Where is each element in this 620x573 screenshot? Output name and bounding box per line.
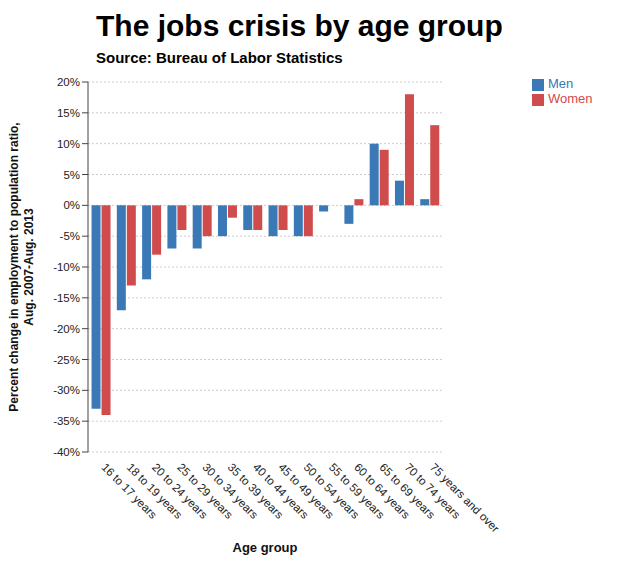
svg-text:20%: 20% — [57, 76, 80, 88]
svg-text:45 to 49 years: 45 to 49 years — [276, 460, 337, 521]
svg-text:-15%: -15% — [53, 292, 80, 304]
svg-text:40 to 44 years: 40 to 44 years — [250, 460, 311, 521]
svg-text:50 to 54 years: 50 to 54 years — [301, 460, 362, 521]
svg-text:-10%: -10% — [53, 261, 80, 273]
svg-text:-20%: -20% — [53, 323, 80, 335]
svg-text:10%: 10% — [57, 138, 80, 150]
svg-text:30 to 34 years: 30 to 34 years — [200, 460, 261, 521]
html-text:The jobs crisis by age group: The jobs crisis by age group — [96, 9, 503, 42]
svg-text:0%: 0% — [63, 199, 80, 211]
svg-text:5%: 5% — [63, 169, 80, 181]
html-text:Source: Bureau of Labor Statis: Source: Bureau of Labor Statistics — [96, 49, 343, 66]
svg-text:18 to 19 years: 18 to 19 years — [124, 460, 185, 521]
svg-text:-25%: -25% — [53, 354, 80, 366]
svg-text:55 to 59 years: 55 to 59 years — [326, 460, 387, 521]
svg-text:-35%: -35% — [53, 415, 80, 427]
svg-text:60 to 64 years: 60 to 64 years — [352, 460, 413, 521]
svg-text:-5%: -5% — [60, 230, 80, 242]
svg-text:65 to 69 years: 65 to 69 years — [377, 460, 438, 521]
svg-text:20 to 24 years: 20 to 24 years — [149, 460, 210, 521]
html-text:Men: Men — [548, 76, 574, 91]
svg-text:Age group: Age group — [233, 540, 298, 555]
svg-text:35 to 39 years: 35 to 39 years — [225, 460, 286, 521]
svg-text:70 to 74 years: 70 to 74 years — [402, 460, 463, 521]
svg-text:16 to 17 years: 16 to 17 years — [99, 460, 160, 521]
svg-text:-40%: -40% — [53, 446, 80, 458]
html-text:Women: Women — [548, 91, 593, 106]
svg-text:Percent change in employment t: Percent change in employment to populati… — [8, 122, 36, 411]
svg-text:15%: 15% — [57, 107, 80, 119]
svg-text:-30%: -30% — [53, 384, 80, 396]
svg-text:75 years and over: 75 years and over — [428, 461, 502, 535]
svg-text:25 to 29 years: 25 to 29 years — [175, 460, 236, 521]
